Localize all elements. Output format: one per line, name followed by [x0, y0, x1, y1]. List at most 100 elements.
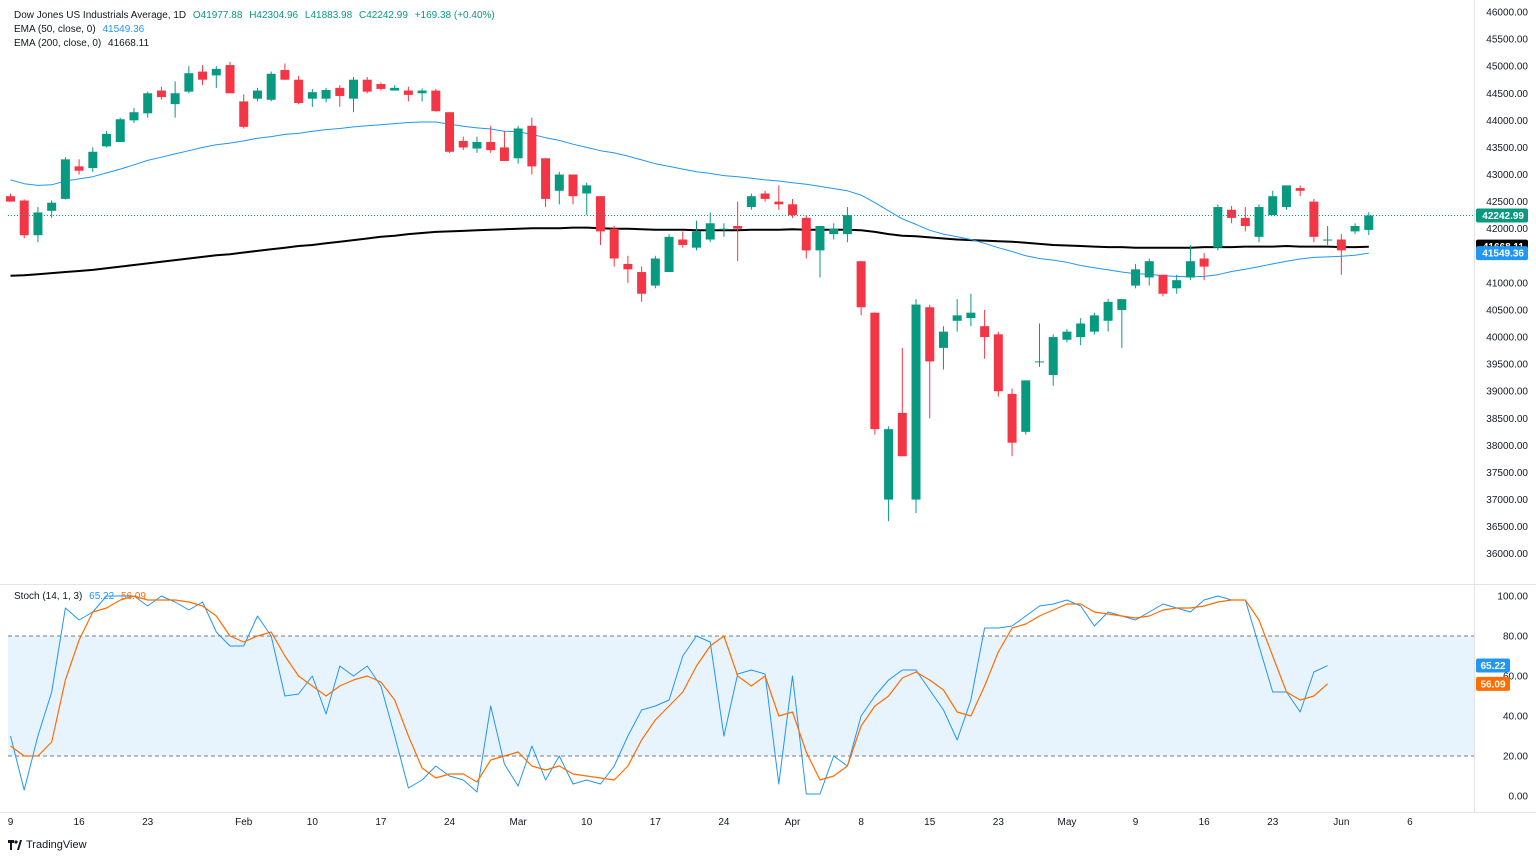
tradingview-logo[interactable]: TradingView — [8, 839, 87, 851]
candle-body — [1323, 239, 1333, 241]
candle — [1323, 225, 1333, 245]
candle — [870, 312, 880, 435]
legend-close: C42242.99 — [358, 10, 408, 21]
price-tick-label: 44500.00 — [1486, 89, 1528, 100]
candle-body — [897, 412, 907, 457]
candle — [554, 171, 564, 205]
candle — [788, 198, 798, 218]
stoch-tick-label: 40.00 — [1503, 712, 1528, 723]
candle — [362, 77, 372, 94]
candle — [1048, 334, 1058, 386]
time-tick-label: 24 — [444, 817, 456, 828]
candle-body — [980, 326, 990, 338]
candle — [307, 88, 317, 107]
candle-body — [472, 142, 482, 149]
candle — [376, 82, 386, 91]
candle-body — [1144, 261, 1154, 278]
candle-body — [568, 174, 578, 197]
candle-body — [815, 225, 825, 251]
candle — [911, 299, 921, 514]
candle — [486, 125, 496, 153]
candle — [595, 196, 605, 245]
candle-body — [746, 196, 756, 208]
candle-body — [376, 84, 386, 89]
tradingview-logo-icon — [8, 840, 22, 850]
candle — [431, 88, 441, 112]
candle — [1158, 274, 1168, 297]
legend-stoch: Stoch (14, 1, 3) 65.22 56.09 — [14, 591, 146, 602]
stoch-series — [10, 595, 1328, 795]
candle — [129, 107, 139, 124]
candle-body — [870, 312, 880, 430]
candle — [1172, 274, 1182, 294]
candle-body — [1213, 207, 1223, 248]
time-tick-label: May — [1057, 817, 1076, 828]
candle-body — [1185, 261, 1195, 278]
price-tick-label: 40500.00 — [1486, 305, 1528, 316]
candle — [266, 71, 276, 102]
candle-body — [1364, 215, 1374, 230]
candle — [1021, 380, 1031, 435]
last-price-tag: 42242.99 — [1476, 208, 1528, 223]
legend-symbol: Dow Jones US Industrials Average, 1D — [14, 10, 187, 21]
candle — [1213, 204, 1223, 251]
candle — [472, 136, 482, 153]
legend-open: O41977.88 — [192, 10, 243, 21]
candle-body — [856, 261, 866, 308]
time-tick-label: 9 — [1133, 817, 1139, 828]
candle-body — [1048, 337, 1058, 375]
time-tick-label: 10 — [307, 817, 319, 828]
svg-text:42242.99: 42242.99 — [1482, 211, 1524, 222]
candle — [897, 347, 907, 457]
candle-body — [1281, 185, 1291, 208]
candle-body — [1076, 323, 1086, 338]
candle-body — [774, 201, 784, 205]
candle — [568, 174, 578, 205]
candle — [1117, 299, 1127, 348]
candle-body — [6, 196, 15, 202]
candle-body — [760, 193, 770, 199]
candle-body — [252, 90, 262, 99]
candle-body — [499, 147, 509, 161]
candle-body — [170, 93, 180, 105]
candle — [115, 117, 125, 143]
candle-body — [1199, 258, 1209, 267]
candle-body — [637, 272, 647, 294]
ema50-line — [10, 121, 1369, 278]
time-tick-label: 17 — [650, 817, 662, 828]
price-tick-label: 40000.00 — [1486, 333, 1528, 344]
candle-body — [733, 225, 743, 229]
time-tick-label: 23 — [142, 817, 154, 828]
candle-body — [1158, 274, 1168, 294]
candle — [1103, 299, 1113, 332]
candle — [1295, 185, 1305, 197]
price-tick-label: 41000.00 — [1486, 278, 1528, 289]
candle — [445, 112, 455, 153]
price-tick-label: 38000.00 — [1486, 441, 1528, 452]
candle-body — [198, 71, 208, 80]
legend-high: H42304.96 — [249, 10, 299, 21]
candle — [1062, 328, 1072, 343]
price-tick-label: 42500.00 — [1486, 197, 1528, 208]
candle — [856, 261, 866, 316]
candle — [1268, 190, 1278, 216]
legend-ema50-label: EMA (50, close, 0) — [14, 24, 96, 35]
candle-body — [335, 87, 345, 96]
candle-body — [184, 73, 194, 92]
candle-body — [842, 215, 852, 235]
candle-body — [88, 151, 98, 169]
candle — [1144, 258, 1154, 286]
price-tick-label: 44000.00 — [1486, 116, 1528, 127]
candle-body — [801, 217, 811, 251]
candle — [19, 199, 29, 239]
candle-body — [1131, 269, 1141, 286]
candle-body — [1268, 196, 1278, 216]
candle — [733, 201, 743, 262]
candle — [252, 87, 262, 102]
candle-body — [664, 236, 674, 273]
time-tick-label: 6 — [1407, 817, 1413, 828]
price-axis-labels: 36000.00 36500.00 37000.00 37500.00 38000.00… — [1476, 8, 1528, 803]
candle-body — [74, 166, 84, 171]
candle — [335, 85, 345, 107]
